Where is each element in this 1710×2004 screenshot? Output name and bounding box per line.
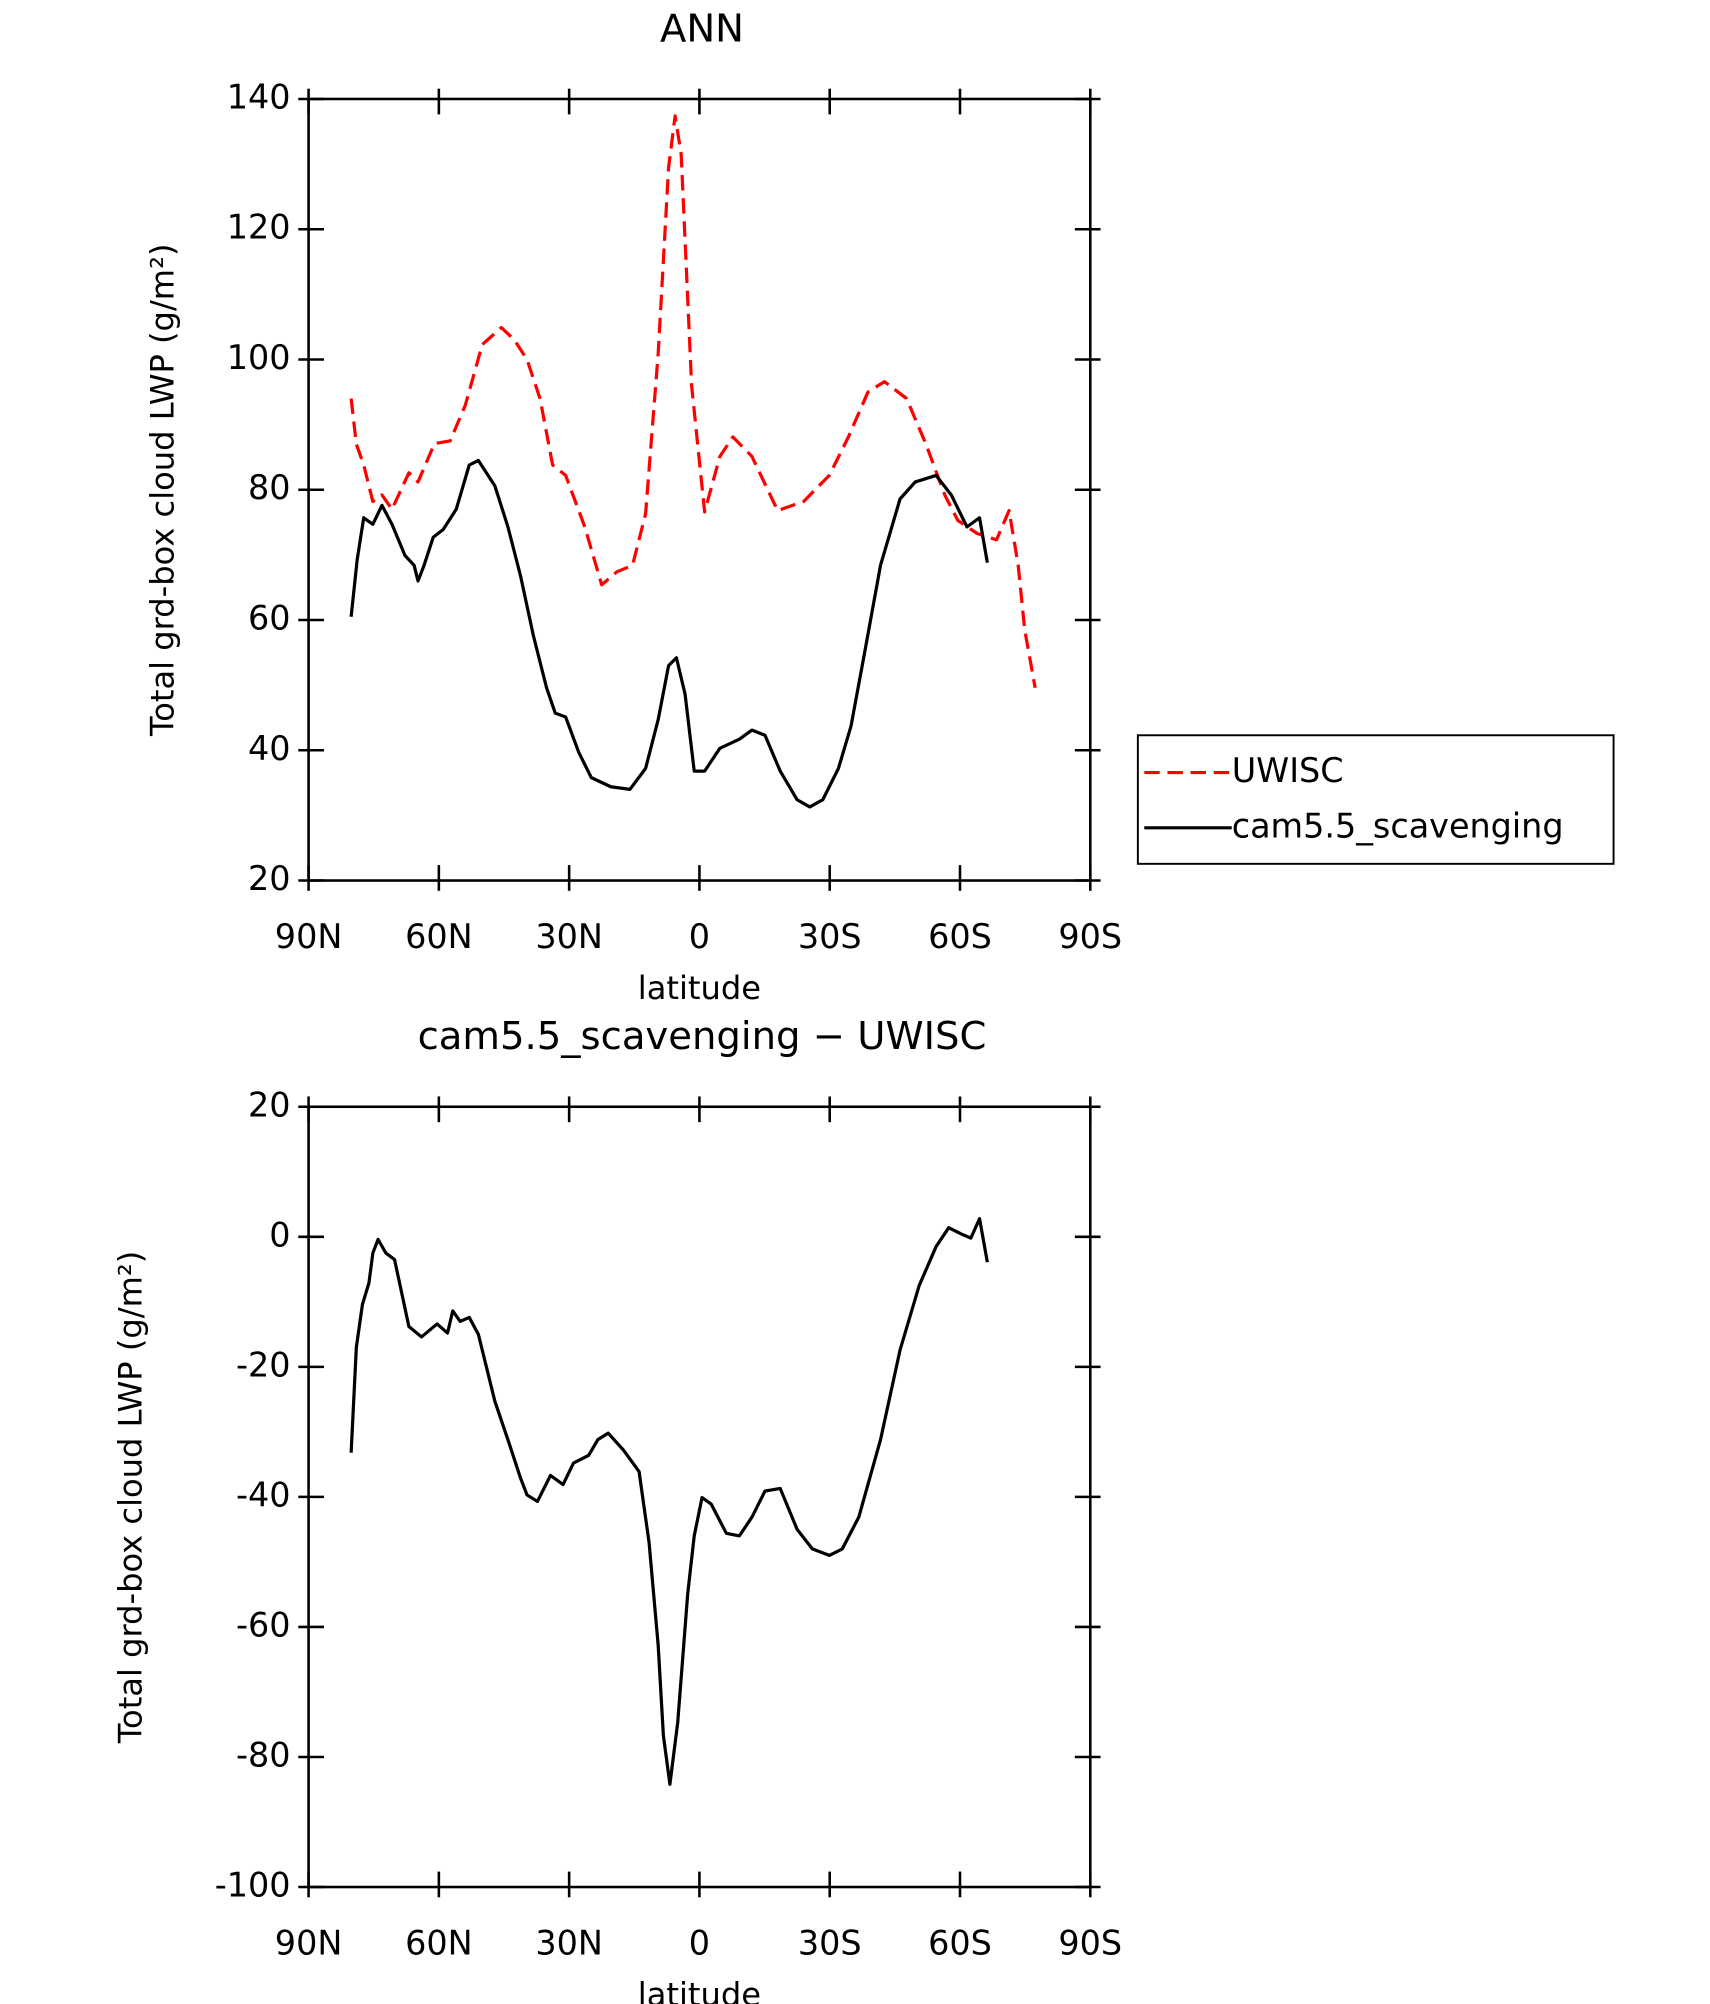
y-tick-label: -40	[236, 1475, 291, 1514]
plot-frame	[307, 1105, 1092, 1889]
y-tick-label: 140	[227, 77, 291, 116]
data-line	[349, 1216, 989, 1786]
x-tick-label: 30N	[535, 917, 603, 956]
x-tick-label: 60N	[405, 917, 473, 956]
x-tick-label: 90S	[1058, 1923, 1122, 1962]
x-tick-label: 0	[689, 1923, 710, 1962]
y-tick-label: 100	[227, 338, 291, 377]
x-tick-label: 30S	[798, 917, 862, 956]
plot-frame	[307, 97, 1092, 882]
chart-title: ANN	[660, 6, 744, 51]
y-tick-label: 20	[248, 1085, 291, 1124]
x-tick-label: 30S	[798, 1923, 862, 1962]
y-tick-label: 20	[248, 859, 291, 898]
y-tick-label: 0	[269, 1215, 290, 1254]
series-line	[349, 458, 989, 809]
y-tick-label: 60	[248, 599, 291, 638]
x-tick-label: 60N	[405, 1923, 473, 1962]
x-tick-label: 90N	[275, 1923, 343, 1962]
y-tick-label: 40	[248, 729, 291, 768]
y-tick-label: -20	[236, 1345, 291, 1384]
y-tick-label: -100	[215, 1866, 291, 1905]
x-tick-label: 60S	[928, 1923, 992, 1962]
series-line	[349, 114, 1037, 689]
y-axis-label: Total grd-box cloud LWP (g/m²)	[144, 244, 182, 737]
legend-box	[1136, 734, 1615, 865]
x-axis-label: latitude	[638, 969, 761, 1007]
y-tick-label: -80	[236, 1735, 291, 1774]
y-tick-label: -60	[236, 1605, 291, 1644]
x-tick-label: 30N	[535, 1923, 603, 1962]
legend-label: UWISC	[1232, 751, 1344, 790]
x-tick-label: 0	[689, 917, 710, 956]
y-tick-label: 120	[227, 208, 291, 247]
x-tick-label: 60S	[928, 917, 992, 956]
x-tick-label: 90N	[275, 917, 343, 956]
y-tick-label: 80	[248, 468, 291, 507]
x-axis-label: latitude	[638, 1975, 761, 2004]
y-axis-label: Total grd-box cloud LWP (g/m²)	[111, 1251, 149, 1744]
x-tick-label: 90S	[1058, 917, 1122, 956]
chart-title: cam5.5_scavenging − UWISC	[418, 1014, 987, 1059]
legend-label: cam5.5_scavenging	[1232, 806, 1564, 845]
